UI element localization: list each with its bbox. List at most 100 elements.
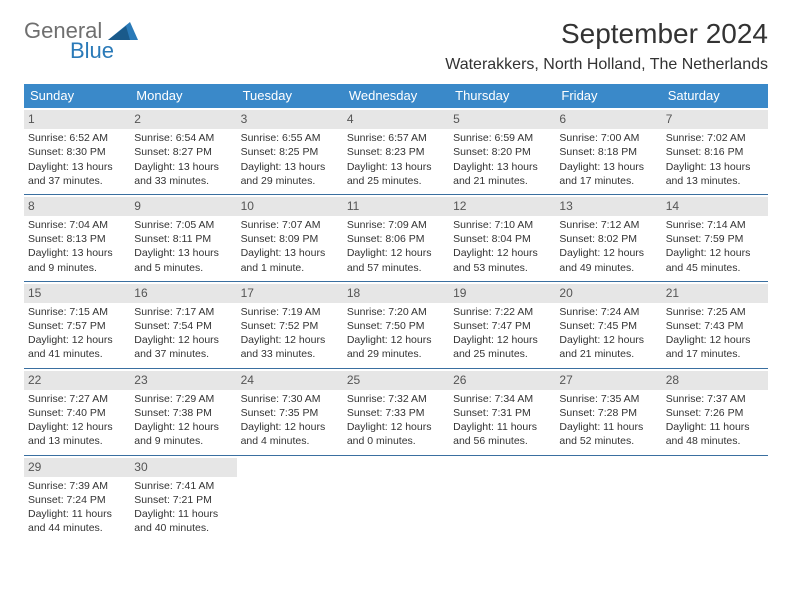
- sunrise-text: Sunrise: 7:29 AM: [134, 392, 232, 406]
- day-header-row: SundayMondayTuesdayWednesdayThursdayFrid…: [24, 84, 768, 108]
- day-cell: 28Sunrise: 7:37 AMSunset: 7:26 PMDayligh…: [662, 369, 768, 455]
- daylight-text: Daylight: 13 hours and 21 minutes.: [453, 160, 551, 188]
- daylight-text: Daylight: 12 hours and 41 minutes.: [28, 333, 126, 361]
- day-cell: 30Sunrise: 7:41 AMSunset: 7:21 PMDayligh…: [130, 456, 236, 542]
- day-cell: 22Sunrise: 7:27 AMSunset: 7:40 PMDayligh…: [24, 369, 130, 455]
- sunrise-text: Sunrise: 7:15 AM: [28, 305, 126, 319]
- title-block: September 2024 Waterakkers, North Hollan…: [445, 18, 768, 74]
- day-cell: 1Sunrise: 6:52 AMSunset: 8:30 PMDaylight…: [24, 108, 130, 194]
- day-cell: 27 Sunrise: 7:35 AMSunset: 7:28 PMDayligh…: [555, 369, 661, 455]
- sunset-text: Sunset: 7:45 PM: [559, 319, 657, 333]
- daylight-text: Daylight: 12 hours and 53 minutes.: [453, 246, 551, 274]
- daylight-text: Daylight: 12 hours and 4 minutes.: [241, 420, 339, 448]
- day-cell: 24Sunrise: 7:30 AMSunset: 7:35 PMDayligh…: [237, 369, 343, 455]
- day-cell: [343, 456, 449, 542]
- sunset-text: Sunset: 8:16 PM: [666, 145, 764, 159]
- daylight-text: Daylight: 12 hours and 25 minutes.: [453, 333, 551, 361]
- daylight-text: Daylight: 12 hours and 57 minutes.: [347, 246, 445, 274]
- sunrise-text: Sunrise: 6:59 AM: [453, 131, 551, 145]
- day-number: 9: [130, 197, 236, 216]
- logo-triangle-icon: [108, 22, 138, 45]
- sunrise-text: Sunrise: 7:17 AM: [134, 305, 232, 319]
- sunset-text: Sunset: 7:24 PM: [28, 493, 126, 507]
- sunset-text: Sunset: 7:28 PM: [559, 406, 657, 420]
- sunset-text: Sunset: 8:04 PM: [453, 232, 551, 246]
- sunset-text: Sunset: 8:11 PM: [134, 232, 232, 246]
- sunset-text: Sunset: 8:23 PM: [347, 145, 445, 159]
- day-number: 18: [343, 284, 449, 303]
- sunrise-text: Sunrise: 7:14 AM: [666, 218, 764, 232]
- day-number: 16: [130, 284, 236, 303]
- day-header: Wednesday: [343, 84, 449, 108]
- day-cell: 13Sunrise: 7:12 AMSunset: 8:02 PMDayligh…: [555, 195, 661, 281]
- day-cell: 8Sunrise: 7:04 AMSunset: 8:13 PMDaylight…: [24, 195, 130, 281]
- sunset-text: Sunset: 7:43 PM: [666, 319, 764, 333]
- day-header: Friday: [555, 84, 661, 108]
- sunset-text: Sunset: 7:50 PM: [347, 319, 445, 333]
- sunset-text: Sunset: 8:20 PM: [453, 145, 551, 159]
- day-header: Tuesday: [237, 84, 343, 108]
- sunrise-text: Sunrise: 7:22 AM: [453, 305, 551, 319]
- day-cell: 12Sunrise: 7:10 AMSunset: 8:04 PMDayligh…: [449, 195, 555, 281]
- day-number: 20: [555, 284, 661, 303]
- daylight-text: Daylight: 11 hours and 44 minutes.: [28, 507, 126, 535]
- sunset-text: Sunset: 7:59 PM: [666, 232, 764, 246]
- daylight-text: Daylight: 11 hours and 56 minutes.: [453, 420, 551, 448]
- day-number: 10: [237, 197, 343, 216]
- day-header: Sunday: [24, 84, 130, 108]
- day-cell: 2Sunrise: 6:54 AMSunset: 8:27 PMDaylight…: [130, 108, 236, 194]
- day-cell: [237, 456, 343, 542]
- day-number: 26: [449, 371, 555, 390]
- sunrise-text: Sunrise: 7:04 AM: [28, 218, 126, 232]
- day-cell: 5Sunrise: 6:59 AMSunset: 8:20 PMDaylight…: [449, 108, 555, 194]
- daylight-text: Daylight: 13 hours and 29 minutes.: [241, 160, 339, 188]
- week-row: 15Sunrise: 7:15 AMSunset: 7:57 PMDayligh…: [24, 282, 768, 369]
- daylight-text: Daylight: 13 hours and 9 minutes.: [28, 246, 126, 274]
- day-cell: 15Sunrise: 7:15 AMSunset: 7:57 PMDayligh…: [24, 282, 130, 368]
- sunset-text: Sunset: 7:31 PM: [453, 406, 551, 420]
- day-number: 6: [555, 110, 661, 129]
- day-number: 4: [343, 110, 449, 129]
- sunrise-text: Sunrise: 7:20 AM: [347, 305, 445, 319]
- sunrise-text: Sunrise: 7:25 AM: [666, 305, 764, 319]
- day-cell: [449, 456, 555, 542]
- day-cell: 29Sunrise: 7:39 AMSunset: 7:24 PMDayligh…: [24, 456, 130, 542]
- sunrise-text: Sunrise: 7:07 AM: [241, 218, 339, 232]
- sunrise-text: Sunrise: 7:35 AM: [559, 392, 657, 406]
- sunset-text: Sunset: 8:27 PM: [134, 145, 232, 159]
- daylight-text: Daylight: 13 hours and 25 minutes.: [347, 160, 445, 188]
- sunset-text: Sunset: 7:40 PM: [28, 406, 126, 420]
- week-row: 29Sunrise: 7:39 AMSunset: 7:24 PMDayligh…: [24, 456, 768, 542]
- location: Waterakkers, North Holland, The Netherla…: [445, 56, 768, 74]
- sunrise-text: Sunrise: 6:54 AM: [134, 131, 232, 145]
- daylight-text: Daylight: 12 hours and 29 minutes.: [347, 333, 445, 361]
- sunrise-text: Sunrise: 7:37 AM: [666, 392, 764, 406]
- header: General Blue September 2024 Waterakkers,…: [24, 18, 768, 74]
- day-cell: 6Sunrise: 7:00 AMSunset: 8:18 PMDaylight…: [555, 108, 661, 194]
- day-number: 29: [24, 458, 130, 477]
- sunset-text: Sunset: 8:13 PM: [28, 232, 126, 246]
- day-number: 15: [24, 284, 130, 303]
- day-cell: [662, 456, 768, 542]
- day-number: 3: [237, 110, 343, 129]
- daylight-text: Daylight: 12 hours and 9 minutes.: [134, 420, 232, 448]
- sunset-text: Sunset: 8:30 PM: [28, 145, 126, 159]
- day-cell: 9Sunrise: 7:05 AMSunset: 8:11 PMDaylight…: [130, 195, 236, 281]
- daylight-text: Daylight: 13 hours and 5 minutes.: [134, 246, 232, 274]
- sunset-text: Sunset: 8:02 PM: [559, 232, 657, 246]
- daylight-text: Daylight: 11 hours and 52 minutes.: [559, 420, 657, 448]
- sunset-text: Sunset: 7:33 PM: [347, 406, 445, 420]
- daylight-text: Daylight: 13 hours and 17 minutes.: [559, 160, 657, 188]
- sunrise-text: Sunrise: 7:30 AM: [241, 392, 339, 406]
- day-cell: 26 Sunrise: 7:34 AMSunset: 7:31 PMDayligh…: [449, 369, 555, 455]
- daylight-text: Daylight: 12 hours and 13 minutes.: [28, 420, 126, 448]
- sunrise-text: Sunrise: 7:09 AM: [347, 218, 445, 232]
- sunrise-text: Sunrise: 7:10 AM: [453, 218, 551, 232]
- sunset-text: Sunset: 7:38 PM: [134, 406, 232, 420]
- day-cell: 10Sunrise: 7:07 AMSunset: 8:09 PMDayligh…: [237, 195, 343, 281]
- sunset-text: Sunset: 7:35 PM: [241, 406, 339, 420]
- sunrise-text: Sunrise: 7:34 AM: [453, 392, 551, 406]
- day-number: 27: [555, 371, 661, 390]
- sunset-text: Sunset: 8:18 PM: [559, 145, 657, 159]
- month-title: September 2024: [445, 18, 768, 50]
